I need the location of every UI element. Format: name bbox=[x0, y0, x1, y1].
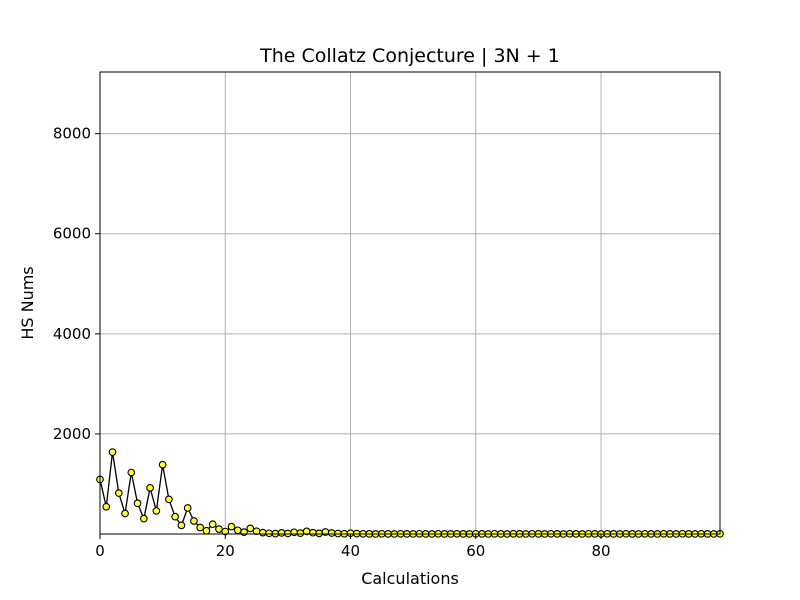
x-tick-label: 0 bbox=[95, 542, 105, 560]
data-point bbox=[233, 526, 242, 535]
data-point bbox=[114, 489, 123, 497]
data-point bbox=[246, 524, 255, 533]
data-point bbox=[139, 514, 148, 523]
y-tick-label: 6000 bbox=[53, 225, 91, 243]
x-tick-label: 80 bbox=[591, 542, 610, 560]
data-point bbox=[309, 528, 317, 537]
grid bbox=[99, 72, 720, 534]
data-point bbox=[121, 509, 129, 518]
data-point bbox=[296, 529, 305, 537]
data-point bbox=[284, 529, 292, 538]
data-point bbox=[196, 523, 205, 532]
y-tick-label: 4000 bbox=[53, 325, 91, 343]
data-point bbox=[127, 468, 136, 477]
ticks: 0 20 40 60 80 2000 4000 6000 8000 bbox=[53, 125, 611, 560]
data-point bbox=[158, 460, 167, 469]
data-point bbox=[146, 484, 154, 492]
y-axis-label: HS Nums bbox=[18, 266, 37, 339]
data-point bbox=[277, 529, 286, 537]
data-point bbox=[334, 529, 342, 538]
data-point bbox=[171, 512, 180, 521]
x-tick-label: 20 bbox=[216, 542, 235, 560]
data-point bbox=[133, 499, 142, 508]
data-point bbox=[265, 529, 273, 538]
x-axis-label: Calculations bbox=[361, 569, 459, 588]
chart-title: The Collatz Conjecture | 3N + 1 bbox=[259, 45, 560, 67]
data-point bbox=[202, 526, 211, 535]
x-tick-label: 60 bbox=[466, 542, 485, 560]
data-point bbox=[227, 522, 236, 531]
data-point bbox=[183, 504, 192, 512]
data-point bbox=[315, 529, 324, 538]
plot-frame bbox=[99, 71, 721, 535]
y-tick-label: 8000 bbox=[53, 125, 91, 143]
data-point bbox=[152, 507, 161, 515]
data-point bbox=[215, 525, 223, 533]
data-point bbox=[165, 495, 173, 504]
data-point bbox=[208, 520, 217, 529]
data-point bbox=[102, 502, 111, 511]
plot-area bbox=[100, 72, 720, 534]
y-tick-label: 2000 bbox=[53, 425, 91, 443]
x-tick-label: 40 bbox=[341, 542, 360, 560]
data-point bbox=[190, 517, 198, 525]
data-point bbox=[108, 448, 117, 456]
data-point bbox=[177, 521, 186, 530]
data-point bbox=[290, 528, 298, 537]
data-point bbox=[258, 528, 267, 537]
data-point bbox=[327, 529, 336, 537]
